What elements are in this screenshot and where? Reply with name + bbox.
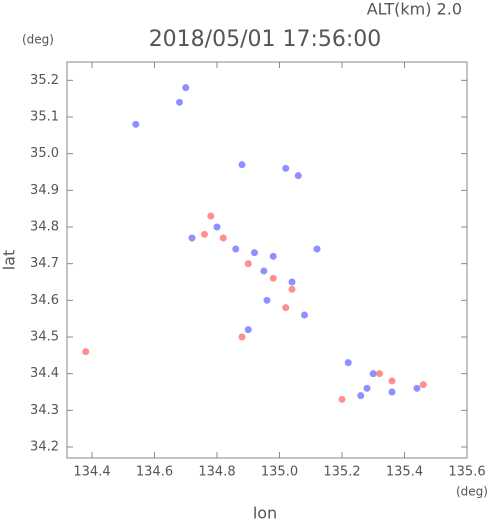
echo-point (338, 395, 346, 403)
y-unit: (deg) (22, 33, 54, 47)
echo-point (207, 212, 215, 220)
x-tick-label: 135.0 (261, 465, 298, 480)
x-tick-label: 135.4 (386, 465, 423, 480)
y-tick-label: 34.2 (30, 440, 59, 455)
echo-point (363, 384, 371, 392)
y-tick-label: 34.4 (30, 366, 59, 381)
y-tick-label: 34.6 (30, 293, 59, 308)
echo-point (176, 98, 183, 106)
echo-point (182, 84, 190, 92)
echo-point (213, 223, 221, 231)
chart-title: 2018/05/01 17:56:00 (149, 27, 382, 52)
x-tick-label: 134.6 (136, 465, 173, 480)
x-unit: (deg) (456, 485, 488, 499)
echo-point (269, 274, 277, 282)
echo-point (301, 311, 308, 319)
echo-point (238, 333, 246, 341)
echo-point (376, 370, 383, 378)
echo-point (260, 267, 268, 275)
x-tick-label: 134.8 (198, 465, 235, 480)
echo-point (219, 234, 227, 242)
echo-point (369, 370, 377, 378)
x-tick-label: 135.2 (323, 465, 360, 480)
y-tick-label: 34.5 (30, 330, 59, 345)
echo-point (288, 278, 296, 286)
echo-point (419, 381, 427, 389)
y-tick-label: 35.1 (30, 110, 59, 125)
echo-point (344, 359, 352, 367)
y-tick-label: 34.3 (30, 403, 59, 418)
echo-point (282, 164, 290, 172)
echo-point (244, 260, 252, 268)
echo-point (263, 296, 271, 304)
y-tick-label: 35.2 (30, 73, 59, 88)
echo-point (188, 234, 196, 242)
echo-point (388, 388, 396, 396)
echo-point (388, 377, 396, 385)
x-axis-label: lon (253, 504, 277, 521)
echo-point (244, 326, 252, 334)
y-axis-label: lat (0, 250, 19, 271)
echo-point (294, 172, 302, 180)
echo-point (201, 230, 208, 238)
x-tick-label: 134.4 (73, 465, 110, 480)
chart-subtitle: ALT(km) 2.0 (367, 0, 462, 19)
echo-point (269, 252, 277, 260)
echo-point (288, 285, 296, 293)
echo-point (251, 249, 258, 257)
x-tick-label: 135.6 (448, 465, 485, 480)
echo-point (413, 384, 421, 392)
y-tick-label: 34.9 (30, 183, 59, 198)
plot-frame (66, 61, 468, 459)
echo-point (238, 161, 246, 169)
y-tick-label: 35.0 (30, 146, 59, 161)
y-tick-label: 34.8 (30, 220, 59, 235)
echo-point (132, 120, 140, 128)
echo-point (82, 348, 90, 356)
echo-point (313, 245, 321, 253)
echo-point (357, 392, 365, 400)
y-tick-label: 34.7 (30, 256, 59, 271)
echo-point (232, 245, 240, 253)
echo-point (282, 304, 290, 312)
